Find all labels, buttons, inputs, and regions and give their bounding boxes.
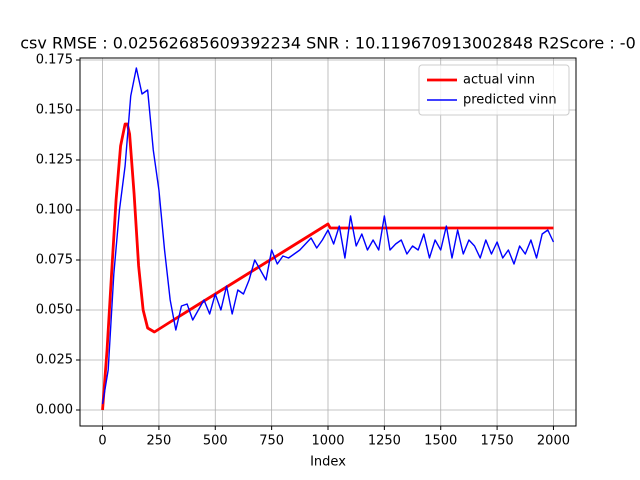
- series-line: [101, 67, 555, 405]
- y-tick-label: 0.025: [36, 353, 73, 368]
- x-tick-label: 750: [259, 434, 284, 449]
- axes-frame: [79, 57, 577, 427]
- y-tick-label: 0.175: [36, 53, 73, 68]
- y-tick-label: 0.075: [36, 253, 73, 268]
- x-tick-label: 250: [146, 434, 171, 449]
- legend-label: predicted vinn: [463, 93, 557, 108]
- y-tick-label: 0.100: [36, 203, 73, 218]
- x-tick-label: 2000: [537, 434, 570, 449]
- x-tick-label: 1500: [424, 434, 457, 449]
- y-tick-label: 0.150: [36, 103, 73, 118]
- series-line: [101, 122, 554, 411]
- x-tick-label: 1000: [311, 434, 344, 449]
- x-tick-label: 0: [98, 434, 106, 449]
- x-tick-label: 500: [203, 434, 228, 449]
- x-tick-label: 1250: [368, 434, 401, 449]
- x-tick-label: 1750: [481, 434, 514, 449]
- y-tick-label: 0.125: [36, 153, 73, 168]
- x-axis-label: Index: [310, 455, 346, 470]
- legend-box: [418, 64, 570, 116]
- y-tick-label: 0.000: [36, 403, 73, 418]
- chart-title: csv RMSE : 0.02562685609392234 SNR : 10.…: [20, 34, 636, 53]
- legend-label: actual vinn: [463, 73, 535, 88]
- y-tick-label: 0.050: [36, 303, 73, 318]
